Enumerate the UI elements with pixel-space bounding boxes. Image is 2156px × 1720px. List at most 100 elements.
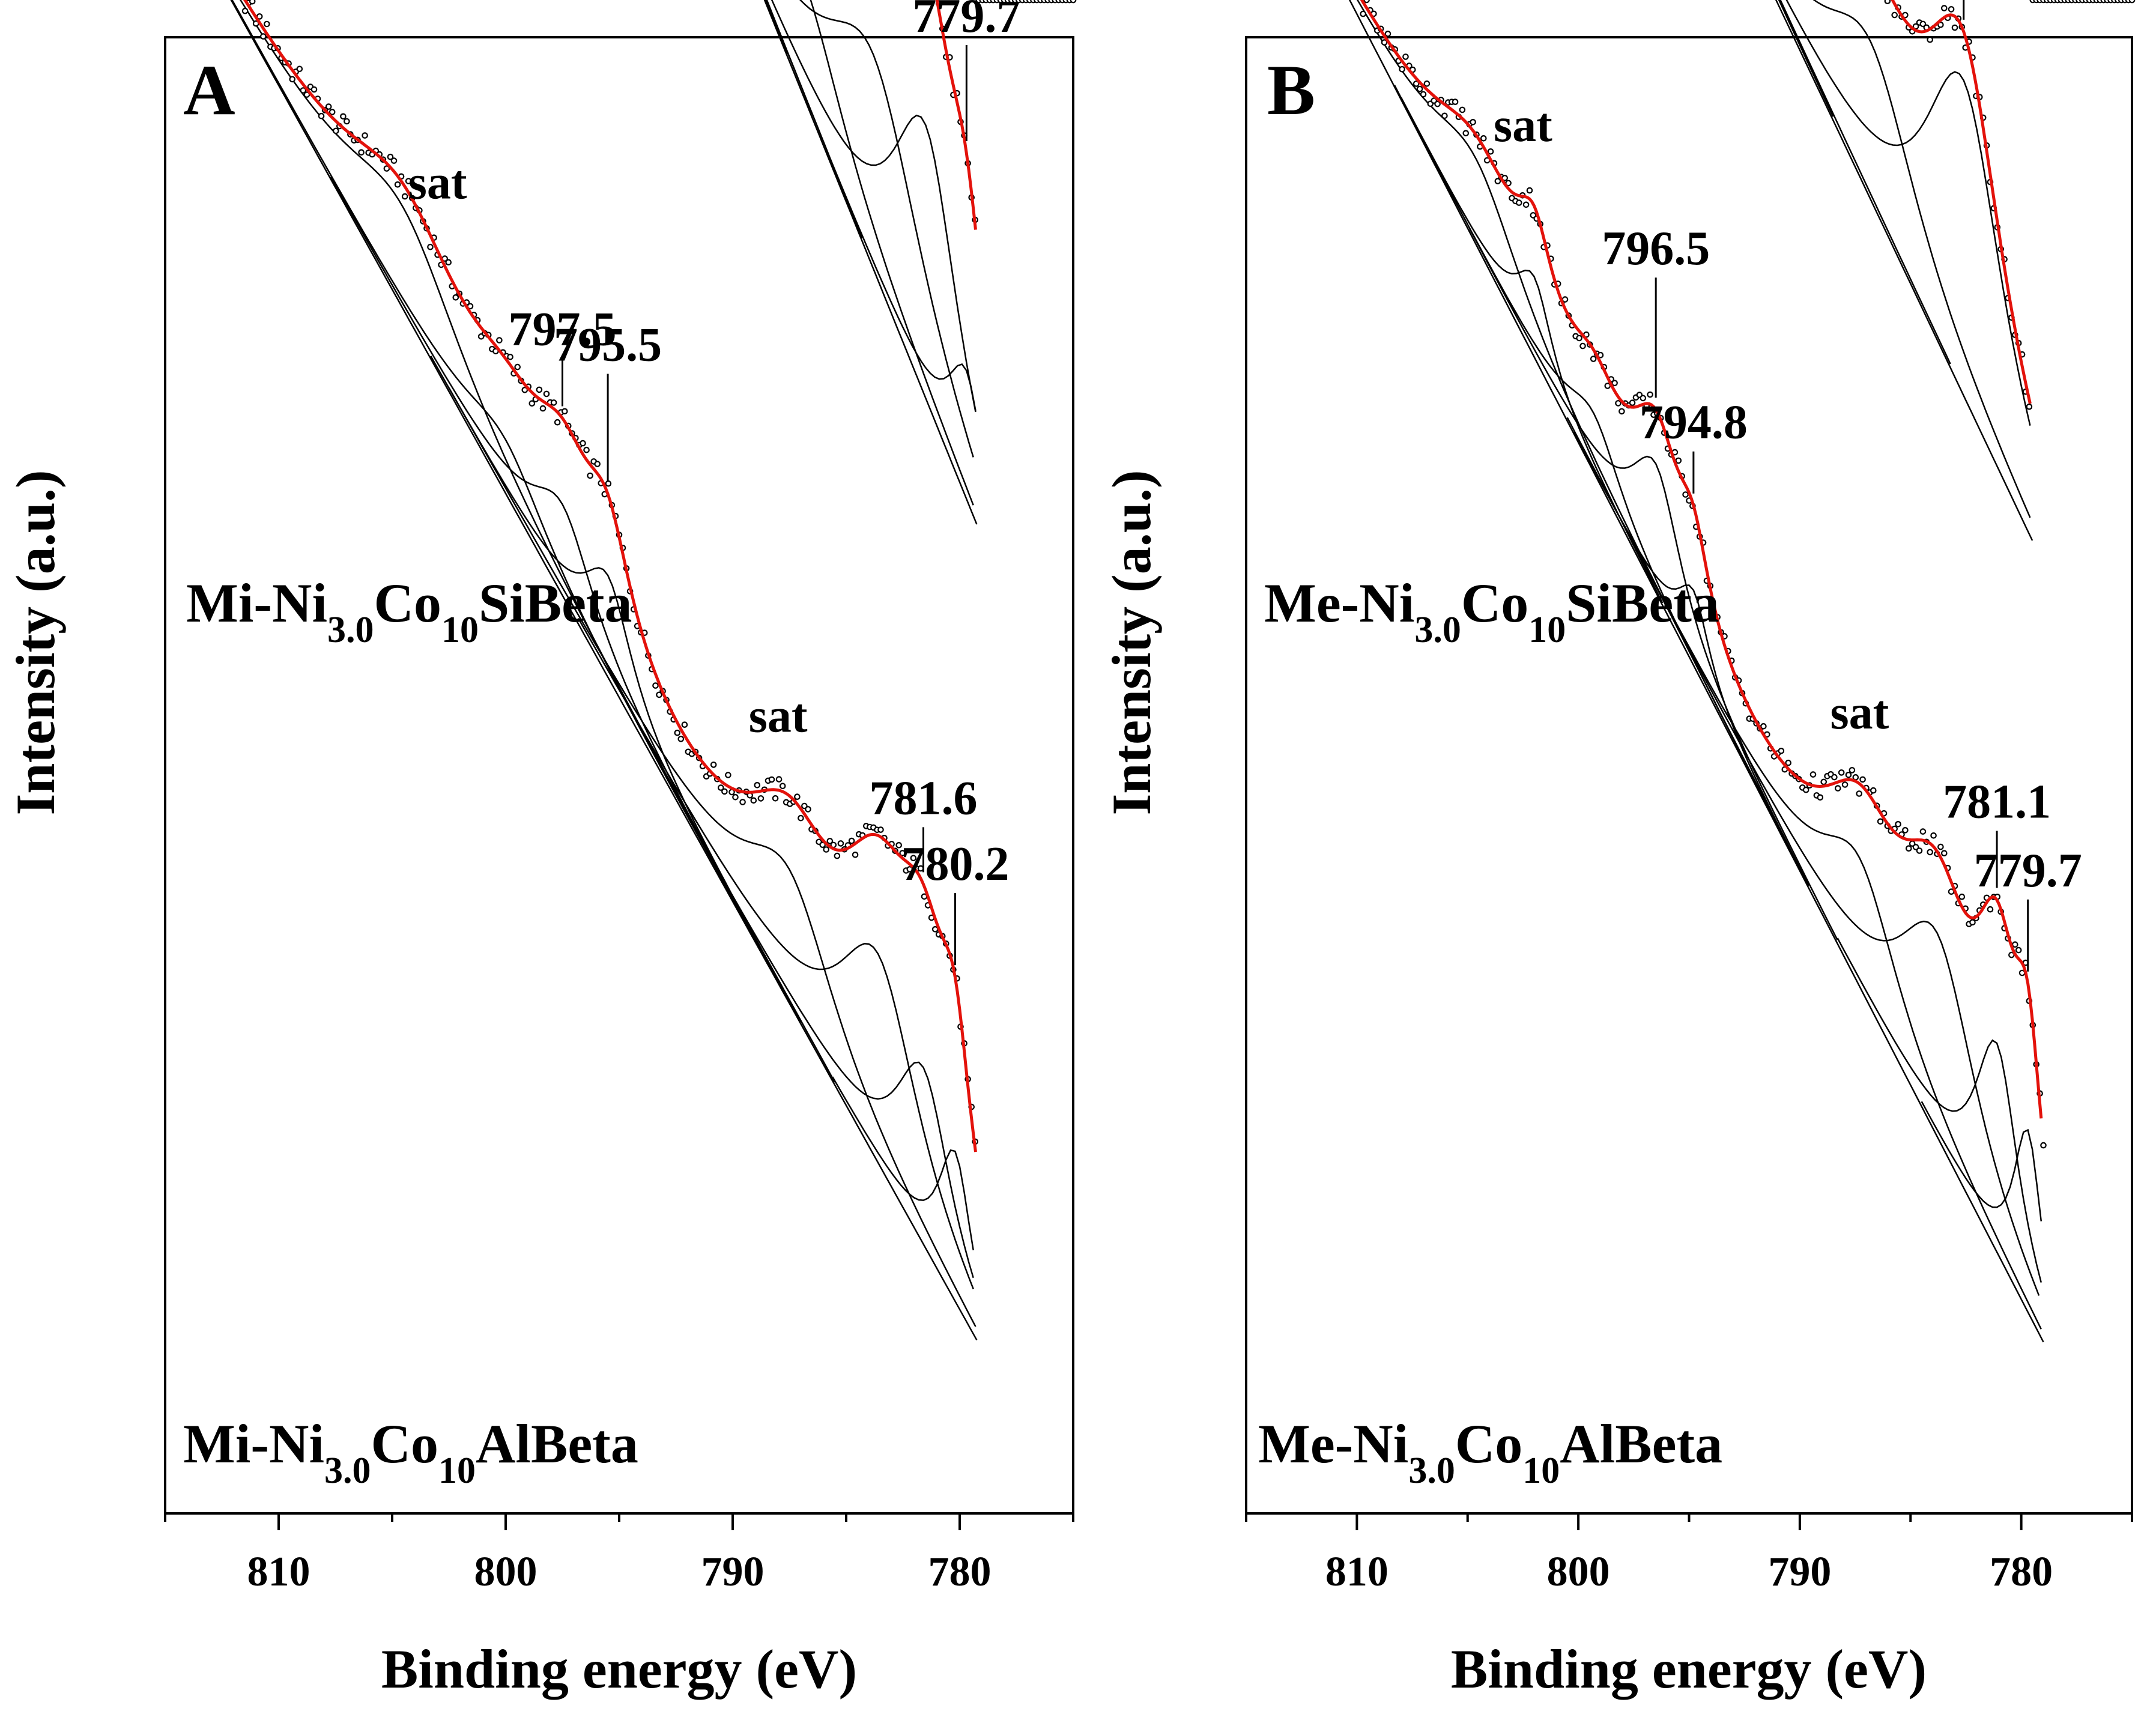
data-point	[318, 112, 325, 120]
x-tick-label: 790	[701, 1549, 765, 1595]
data-point	[750, 797, 757, 804]
data-point	[772, 795, 779, 802]
data-point	[1877, 818, 1884, 825]
data-point	[1870, 787, 1877, 794]
data-point	[1884, 0, 1891, 4]
series-label-top: Mi-Ni3.0Co10SiBeta	[186, 572, 632, 650]
x-tick-label: 780	[928, 1549, 992, 1595]
data-point	[1526, 187, 1533, 194]
data-point	[1891, 11, 1898, 19]
fit-component	[448, 387, 977, 1327]
data-point	[1906, 845, 1912, 852]
fit-component	[1785, 0, 2031, 426]
data-point	[427, 243, 434, 250]
data-point	[834, 852, 841, 859]
data-point	[823, 846, 829, 853]
data-point	[329, 109, 336, 115]
data-point	[554, 419, 561, 426]
data-point	[583, 446, 590, 453]
data-point	[1841, 781, 1849, 788]
series-label-top: Me-Ni3.0Co10SiBeta	[1264, 572, 1719, 650]
y-axis-label: Intensity (a.u.)	[1101, 470, 1162, 815]
data-point	[401, 193, 408, 200]
data-point	[289, 76, 295, 83]
peak-label: 781.6	[870, 772, 978, 825]
peak-label: sat	[749, 690, 808, 743]
data-point	[732, 794, 739, 801]
data-point	[1629, 399, 1636, 406]
data-point	[1856, 790, 1862, 797]
data-point	[805, 806, 811, 813]
data-point	[580, 440, 586, 447]
fit-component	[766, 0, 813, 114]
data-point	[1381, 39, 1388, 46]
data-point	[718, 784, 724, 791]
fit-component	[718, 871, 974, 1279]
data-point	[826, 838, 834, 844]
data-point	[405, 178, 412, 184]
data-point	[1579, 342, 1586, 350]
plot-area: 781.5779.7797.1795.2satsat781.6780.2795.…	[230, 0, 1077, 1340]
x-tick-label: 810	[1325, 1549, 1388, 1595]
peak-label: 780.2	[901, 838, 1009, 891]
data-point	[1480, 135, 1487, 142]
fit-component	[1400, 97, 1664, 604]
fit-component	[1812, 0, 2031, 518]
data-point	[561, 408, 568, 415]
data-point	[1845, 772, 1852, 778]
peak-label: 796.5	[1602, 222, 1710, 275]
data-point	[1402, 53, 1409, 60]
data-point	[906, 866, 913, 873]
panel-letter: B	[1267, 50, 1315, 130]
data-point	[1413, 80, 1420, 87]
envelope-fit	[1891, 0, 2032, 404]
data-point	[536, 386, 543, 393]
x-tick-label: 780	[1990, 1549, 2053, 1595]
data-point	[1809, 771, 1817, 778]
data-point	[249, 0, 256, 5]
data-point	[1817, 794, 1824, 801]
data-point	[1675, 457, 1682, 464]
data-point	[344, 118, 350, 125]
fit-component	[765, 0, 788, 55]
data-point	[721, 788, 728, 795]
data-point	[779, 783, 786, 790]
data-point	[1647, 391, 1653, 398]
peak-label: 779.7	[1974, 844, 2082, 897]
data-point	[340, 113, 347, 120]
background-line	[1775, 0, 2033, 541]
series-1: 781.1 779.7 796.5 794.8 sat sat	[1348, 0, 2136, 1343]
data-point	[1937, 843, 1944, 850]
data-point	[300, 87, 307, 94]
fit-component	[1837, 937, 2042, 1283]
data-point	[2026, 403, 2033, 410]
data-point	[2015, 946, 2022, 954]
envelope-fit	[1360, 0, 2043, 1119]
x-tick-label: 810	[247, 1549, 310, 1595]
background-line	[1348, 0, 2044, 1343]
data-point	[332, 127, 339, 135]
fit-component	[799, 0, 974, 458]
envelope-fit	[935, 0, 977, 230]
data-point	[1859, 776, 1866, 783]
data-point	[1487, 148, 1494, 155]
data-point	[1494, 178, 1501, 184]
data-point	[1838, 769, 1845, 776]
data-point	[1070, 0, 1077, 4]
data-point	[1778, 748, 1785, 754]
data-point	[1615, 400, 1622, 407]
peak-label: sat	[408, 157, 467, 210]
data-point	[587, 472, 593, 479]
data-point	[1682, 491, 1689, 498]
data-point	[1576, 335, 1582, 342]
data-point	[1459, 106, 1466, 114]
data-point	[452, 294, 459, 301]
data-point	[1912, 844, 1919, 850]
data-point	[899, 850, 906, 856]
data-point	[1820, 778, 1827, 786]
fit-component	[766, 0, 863, 238]
data-point	[1831, 774, 1838, 781]
